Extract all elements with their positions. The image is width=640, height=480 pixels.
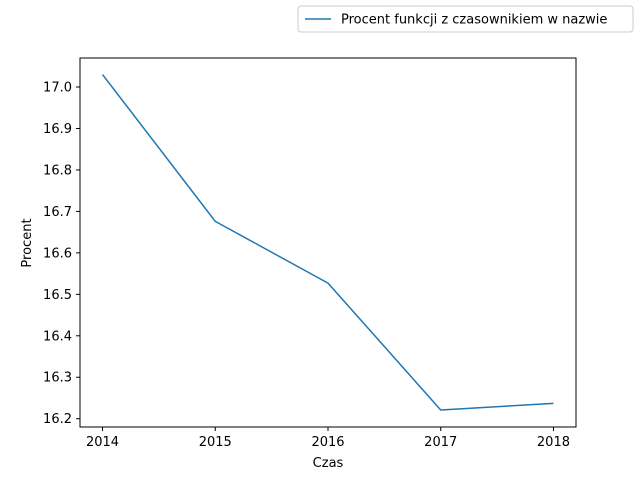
legend: Procent funkcji z czasownikiem w nazwie xyxy=(297,5,634,33)
series-line xyxy=(101,74,554,411)
x-axis-ticks: 2014 2015 2016 2017 2018 xyxy=(86,427,570,450)
y-axis-label: Procent xyxy=(20,218,35,267)
y-axis-ticks: 16.2 16.3 16.4 16.5 16.6 16.7 16.8 16.9 17.0 xyxy=(43,81,80,427)
x-tick-label: 2016 xyxy=(311,435,344,450)
y-tick-label: 16.7 xyxy=(43,205,72,220)
series-layer xyxy=(101,74,554,411)
x-tick-label: 2018 xyxy=(537,435,570,450)
legend-frame xyxy=(297,5,634,33)
y-tick-label: 16.3 xyxy=(43,371,72,386)
plot-area-frame xyxy=(79,57,577,428)
y-tick-label: 16.2 xyxy=(43,412,72,427)
x-tick-label: 2015 xyxy=(199,435,232,450)
y-tick-label: 17.0 xyxy=(43,81,72,96)
y-tick-label: 16.9 xyxy=(43,122,72,137)
x-tick-label: 2014 xyxy=(86,435,119,450)
y-tick-label: 16.5 xyxy=(43,288,72,303)
y-tick-label: 16.6 xyxy=(43,246,72,261)
y-tick-label: 16.8 xyxy=(43,163,72,178)
x-tick-label: 2017 xyxy=(424,435,457,450)
x-axis-label: Czas xyxy=(313,456,344,471)
y-tick-label: 16.4 xyxy=(43,329,72,344)
legend-label: Procent funkcji z czasownikiem w nazwie xyxy=(341,13,607,28)
